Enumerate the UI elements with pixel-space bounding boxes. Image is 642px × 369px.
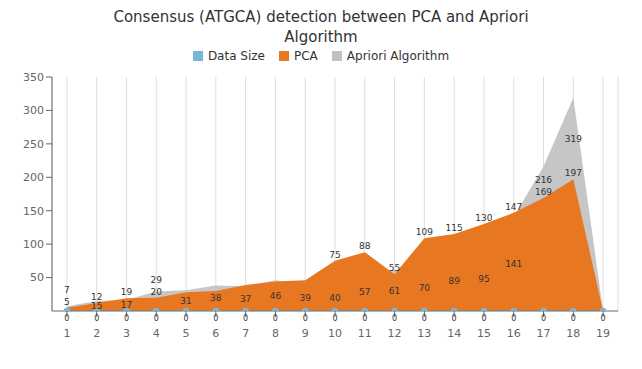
svg-text:89: 89 bbox=[448, 276, 460, 286]
svg-text:57: 57 bbox=[359, 287, 370, 297]
svg-text:115: 115 bbox=[446, 223, 463, 233]
svg-text:0: 0 bbox=[213, 314, 218, 323]
svg-text:0: 0 bbox=[571, 314, 576, 323]
svg-text:38: 38 bbox=[210, 293, 222, 303]
svg-text:31: 31 bbox=[180, 296, 191, 306]
svg-text:2: 2 bbox=[93, 327, 100, 340]
svg-text:17: 17 bbox=[537, 327, 551, 340]
svg-text:70: 70 bbox=[419, 283, 431, 293]
svg-text:0: 0 bbox=[243, 314, 248, 323]
svg-text:350: 350 bbox=[23, 71, 44, 84]
html-text:Apriori Algorithm: Apriori Algorithm bbox=[346, 49, 450, 63]
svg-text:200: 200 bbox=[23, 171, 44, 184]
svg-text:0: 0 bbox=[452, 314, 457, 323]
svg-text:0: 0 bbox=[362, 314, 367, 323]
svg-text:0: 0 bbox=[332, 314, 337, 323]
svg-text:88: 88 bbox=[359, 241, 371, 251]
svg-text:20: 20 bbox=[151, 287, 163, 297]
svg-text:9: 9 bbox=[302, 327, 309, 340]
svg-text:0: 0 bbox=[422, 314, 427, 323]
svg-text:250: 250 bbox=[23, 138, 44, 151]
svg-text:95: 95 bbox=[478, 274, 489, 284]
svg-text:8: 8 bbox=[272, 327, 279, 340]
svg-text:40: 40 bbox=[329, 293, 341, 303]
svg-text:0: 0 bbox=[601, 314, 606, 323]
svg-text:12: 12 bbox=[91, 292, 103, 302]
svg-text:15: 15 bbox=[91, 301, 102, 311]
svg-text:13: 13 bbox=[417, 327, 431, 340]
svg-text:0: 0 bbox=[64, 314, 69, 323]
svg-text:0: 0 bbox=[94, 314, 99, 323]
svg-text:4: 4 bbox=[153, 327, 160, 340]
svg-text:3: 3 bbox=[123, 327, 130, 340]
svg-text:216: 216 bbox=[535, 175, 552, 185]
svg-text:169: 169 bbox=[535, 187, 552, 197]
svg-text:5: 5 bbox=[64, 297, 70, 307]
html-text:PCA: PCA bbox=[294, 49, 318, 63]
svg-text:18: 18 bbox=[566, 327, 580, 340]
svg-text:197: 197 bbox=[565, 168, 582, 178]
svg-text:50: 50 bbox=[30, 271, 44, 284]
svg-text:1: 1 bbox=[63, 327, 70, 340]
svg-text:0: 0 bbox=[541, 314, 546, 323]
svg-text:12: 12 bbox=[388, 327, 402, 340]
svg-text:10: 10 bbox=[328, 327, 342, 340]
svg-text:6: 6 bbox=[212, 327, 219, 340]
svg-text:319: 319 bbox=[565, 134, 582, 144]
svg-text:14: 14 bbox=[447, 327, 461, 340]
svg-text:46: 46 bbox=[270, 291, 282, 301]
svg-text:5: 5 bbox=[183, 327, 190, 340]
svg-text:0: 0 bbox=[154, 314, 159, 323]
svg-text:130: 130 bbox=[475, 213, 492, 223]
svg-text:37: 37 bbox=[240, 294, 251, 304]
svg-text:150: 150 bbox=[23, 205, 44, 218]
svg-text:19: 19 bbox=[121, 287, 133, 297]
svg-text:0: 0 bbox=[124, 314, 129, 323]
svg-text:0: 0 bbox=[511, 314, 516, 323]
html-text:Data Size: Data Size bbox=[207, 49, 265, 63]
svg-text:109: 109 bbox=[416, 227, 433, 237]
svg-text:61: 61 bbox=[389, 286, 400, 296]
svg-text:0: 0 bbox=[184, 314, 189, 323]
svg-text:29: 29 bbox=[151, 275, 163, 285]
svg-text:0: 0 bbox=[273, 314, 278, 323]
svg-text:11: 11 bbox=[358, 327, 372, 340]
svg-text:0: 0 bbox=[392, 314, 397, 323]
svg-text:0: 0 bbox=[481, 314, 486, 323]
svg-text:16: 16 bbox=[507, 327, 521, 340]
svg-text:7: 7 bbox=[64, 285, 70, 295]
html-text:Algorithm: Algorithm bbox=[284, 27, 358, 46]
svg-text:0: 0 bbox=[303, 314, 308, 323]
svg-text:17: 17 bbox=[121, 300, 132, 310]
svg-text:100: 100 bbox=[23, 238, 44, 251]
svg-text:55: 55 bbox=[389, 263, 400, 273]
svg-text:147: 147 bbox=[505, 202, 522, 212]
svg-text:15: 15 bbox=[477, 327, 491, 340]
svg-text:300: 300 bbox=[23, 104, 44, 117]
svg-text:7: 7 bbox=[242, 327, 249, 340]
svg-text:19: 19 bbox=[596, 327, 610, 340]
svg-text:39: 39 bbox=[299, 293, 311, 303]
svg-text:75: 75 bbox=[329, 250, 340, 260]
html-text:Consensus (ATGCA) detection be: Consensus (ATGCA) detection between PCA … bbox=[113, 8, 529, 26]
svg-text:141: 141 bbox=[505, 259, 522, 269]
